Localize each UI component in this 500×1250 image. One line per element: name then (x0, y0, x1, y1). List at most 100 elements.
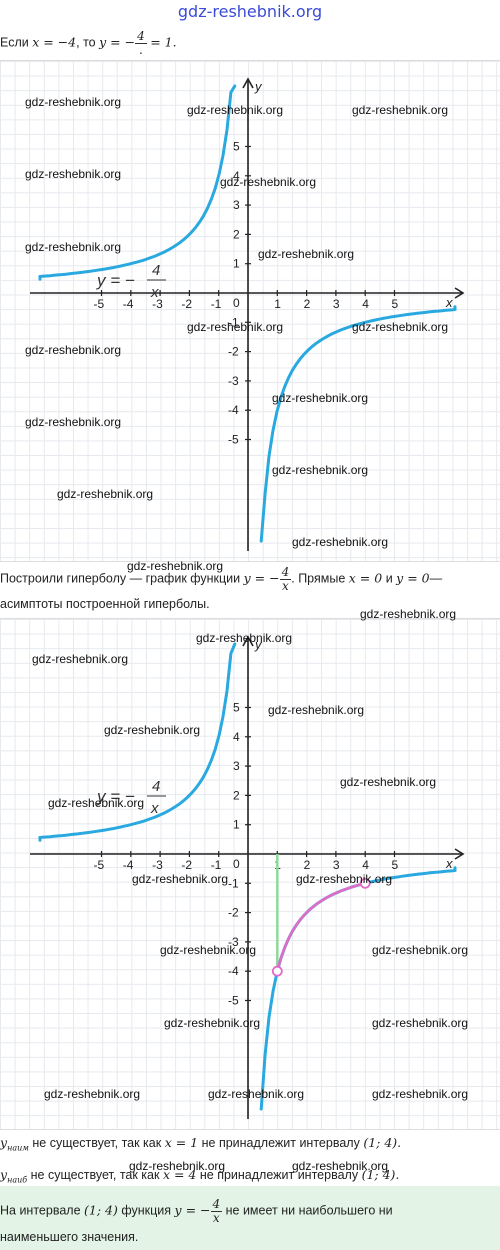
watermark: gdz-reshebnik.org (25, 95, 122, 109)
watermark: gdz-reshebnik.org (340, 775, 437, 789)
conclusion-c: не имеет ни наибольшего ни (225, 1203, 393, 1218)
watermark: gdz-reshebnik.org (25, 343, 122, 357)
y-tick-label: 5 (233, 701, 240, 715)
watermark: gdz-reshebnik.org (208, 1087, 305, 1101)
x-tick-label: 2 (304, 858, 311, 872)
y-axis-arrow (242, 635, 254, 647)
x-tick-label: 3 (333, 297, 340, 311)
text2-m1: x = 0 (348, 570, 383, 586)
text2-lhs: y = − (243, 570, 280, 586)
text3-i1: (1; 4). (363, 1135, 402, 1150)
watermark: gdz-reshebnik.org (187, 320, 284, 334)
x-tick-label: 4 (362, 297, 369, 311)
x-tick-label: -1 (211, 297, 222, 311)
y-tick-label: -5 (228, 994, 239, 1008)
watermark: gdz-reshebnik.org (127, 559, 224, 573)
y-tick-label: 3 (233, 759, 240, 773)
line1-mid: , то (76, 35, 96, 50)
text3-m1: x = 1 (164, 1135, 199, 1150)
y-tick-label: 2 (233, 227, 240, 241)
x-tick-label: -4 (123, 858, 134, 872)
x-tick-label: -1 (211, 858, 222, 872)
text3-line2: yнаиб не существует, так как x = 4 не пр… (0, 1167, 399, 1185)
text2-c: и (385, 571, 393, 586)
graph-1-svg: x y 0 -5 -4 -3 -2 -1 1 2 3 4 5 1 2 3 4 5 -1 -2 -3 -4 -5 y = − 4 x (30, 77, 465, 551)
x-tick-label: -5 (94, 858, 105, 872)
watermark: gdz-reshebnik.org (272, 463, 369, 477)
y-tick-label: 2 (233, 788, 240, 802)
origin-label: 0 (233, 857, 240, 871)
formula-lhs: y = − (96, 271, 135, 290)
conclusion-a: На интервале (0, 1203, 81, 1218)
y-naim-index: наим (7, 1143, 29, 1153)
intro-line: Если x = −4, то y = −4. = 1. (0, 30, 177, 56)
line1-fraction: 4. (135, 29, 147, 57)
x-tick-label: 2 (304, 297, 311, 311)
text3-t4: не принадлежит интервалу (199, 1168, 359, 1182)
formula-den: x (150, 800, 159, 817)
x-tick-label: -5 (94, 297, 105, 311)
text2-line1: Построили гиперболу — график функции y =… (0, 566, 442, 592)
text3-t3: не существует, так как (30, 1168, 160, 1182)
watermark: gdz-reshebnik.org (104, 723, 201, 737)
y-tick-label: -3 (228, 935, 239, 949)
line1-rhs: = 1. (150, 34, 177, 50)
y-naim: y (0, 1135, 8, 1150)
x-tick-label: -3 (152, 297, 163, 311)
y-tick-label: -4 (228, 964, 239, 978)
watermark: gdz-reshebnik.org (48, 796, 145, 810)
origin-label: 0 (233, 296, 240, 310)
y-tick-label: -3 (228, 374, 239, 388)
watermark: gdz-reshebnik.org (372, 943, 469, 957)
watermark: gdz-reshebnik.org (292, 1159, 389, 1173)
watermark: gdz-reshebnik.org (220, 175, 317, 189)
conclusion-box (0, 1186, 500, 1250)
formula-den: x (150, 284, 159, 301)
watermark: gdz-reshebnik.org (296, 872, 393, 886)
x-tick-label: -2 (181, 858, 192, 872)
watermark: gdz-reshebnik.org (352, 103, 449, 117)
hyperbola-branch (259, 305, 457, 543)
hyperbola-branch (38, 642, 237, 842)
watermark: gdz-reshebnik.org (292, 535, 389, 549)
conclusion-lhs: y = − (174, 1202, 211, 1218)
conclusion-b: функция (121, 1203, 172, 1218)
hyperbola-branch (259, 866, 457, 1111)
y-tick-label: 1 (233, 818, 240, 832)
x-axis-arrow (454, 287, 465, 299)
x-tick-label: 4 (362, 858, 369, 872)
text3-line1: yнаим не существует, так как x = 1 не пр… (0, 1135, 401, 1153)
conclusion-line1: На интервале (1; 4) функция y = −4 x не и… (0, 1198, 393, 1224)
line1-lhs: y = − (99, 34, 136, 50)
formula-label: y = − 4 x (96, 262, 166, 301)
watermark: gdz-reshebnik.org (132, 872, 229, 886)
text2-d: — (429, 571, 443, 586)
formula-num: 4 (152, 262, 160, 279)
x-tick-label: -3 (152, 858, 163, 872)
watermark: gdz-reshebnik.org (272, 391, 369, 405)
hyperbola-branch (38, 84, 237, 281)
conclusion-line2: наименьшего значения. (0, 1230, 139, 1244)
y-tick-label: -2 (228, 345, 239, 359)
watermark: gdz-reshebnik.org (372, 1087, 469, 1101)
y-tick-label: 4 (233, 730, 240, 744)
open-point (359, 877, 371, 889)
y-tick-label: 1 (233, 257, 240, 271)
watermark: gdz-reshebnik.org (25, 240, 122, 254)
watermark: gdz-reshebnik.org (187, 103, 284, 117)
y-tick-label: 5 (233, 140, 240, 154)
y-tick-label: -4 (228, 403, 239, 417)
x-tick-label: -4 (123, 297, 134, 311)
y-tick-label: 3 (233, 198, 240, 212)
watermark: gdz-reshebnik.org (25, 167, 122, 181)
y-tick-label: 4 (233, 169, 240, 183)
watermark: gdz-reshebnik.org (268, 703, 365, 717)
y-naib: y (0, 1167, 8, 1182)
watermark: gdz-reshebnik.org (352, 320, 449, 334)
x-axis-label: x (445, 295, 453, 310)
watermark: gdz-reshebnik.org (164, 1016, 261, 1030)
